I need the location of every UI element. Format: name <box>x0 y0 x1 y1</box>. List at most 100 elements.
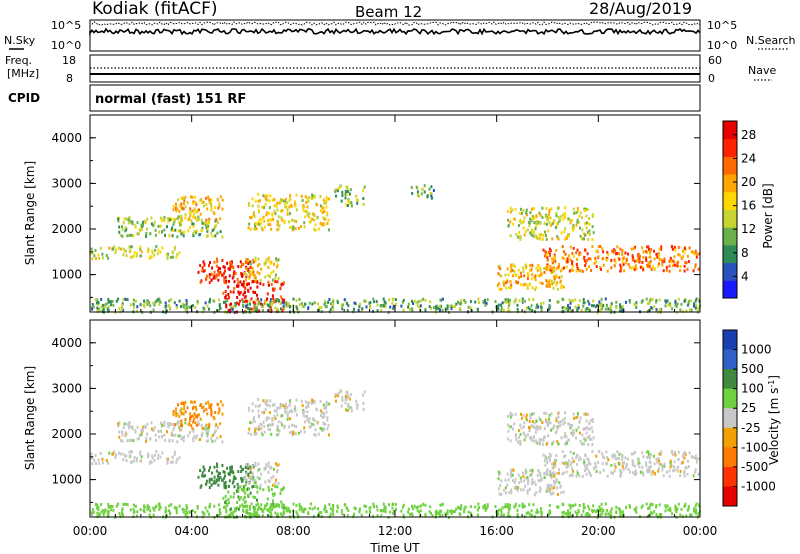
echo-cell <box>226 299 229 303</box>
echo-cell <box>267 309 270 313</box>
echo-cell <box>344 192 347 196</box>
echo-cell <box>179 221 182 225</box>
echo-cell <box>249 475 252 479</box>
echo-cell <box>539 471 542 475</box>
echo-cell <box>619 247 622 251</box>
echo-cell <box>206 207 209 211</box>
echo-cell <box>236 506 239 510</box>
echo-cell <box>254 484 257 488</box>
echo-cell <box>543 267 546 270</box>
echo-cell <box>193 195 196 199</box>
echo-cell <box>210 231 213 235</box>
echo-cell <box>629 300 631 304</box>
echo-cell <box>317 507 319 511</box>
nsky-trace <box>89 27 701 36</box>
echo-cell <box>313 506 316 510</box>
echo-cell <box>533 480 536 484</box>
echo-cell <box>293 424 296 428</box>
echo-cell <box>273 198 276 202</box>
echo-cell <box>276 228 279 232</box>
cpid-row: CPID normal (fast) 151 RF <box>8 84 701 112</box>
echo-cell <box>498 473 500 476</box>
echo-cell <box>469 505 472 509</box>
echo-cell <box>183 199 186 203</box>
echo-cell <box>142 425 145 429</box>
echo-cell <box>314 428 317 432</box>
echo-cell <box>257 414 260 417</box>
echo-cell <box>613 264 616 268</box>
echo-cell <box>423 184 426 188</box>
echo-cell <box>189 510 192 514</box>
echo-cell <box>661 465 664 469</box>
echo-cell <box>688 451 691 455</box>
echo-cell <box>258 309 261 313</box>
echo-cell <box>276 485 279 489</box>
echo-cell <box>623 269 626 273</box>
echo-cell <box>271 287 274 291</box>
echo-cell <box>509 269 512 273</box>
echo-cell <box>251 272 254 276</box>
echo-cell <box>323 415 326 418</box>
echo-cell <box>283 503 286 507</box>
echo-cell <box>504 273 507 277</box>
echo-cell <box>255 298 258 302</box>
echo-cell <box>139 450 142 454</box>
echo-cell <box>311 401 314 405</box>
echo-cell <box>478 301 480 305</box>
echo-cell <box>261 433 264 437</box>
echo-cell <box>514 434 517 438</box>
echo-cell <box>384 510 387 514</box>
echo-cell <box>184 513 187 517</box>
echo-cell <box>223 483 226 487</box>
echo-cell <box>324 506 327 510</box>
echo-cell <box>281 423 284 427</box>
echo-cell <box>520 207 522 211</box>
echo-cell <box>146 507 149 511</box>
echo-cell <box>619 508 621 512</box>
echo-cell <box>645 259 648 262</box>
echo-cell <box>297 226 300 230</box>
echo-cell <box>469 306 472 310</box>
echo-cell <box>171 439 174 443</box>
echo-cell <box>578 269 581 273</box>
echo-cell <box>154 233 157 237</box>
echo-cell <box>327 218 330 222</box>
echo-cell <box>354 507 357 511</box>
echo-cell <box>610 266 613 270</box>
echo-cell <box>132 306 135 309</box>
echo-cell <box>625 300 627 304</box>
echo-cell <box>224 275 227 279</box>
echo-cell <box>217 206 220 210</box>
echo-cell <box>525 416 528 420</box>
echo-cell <box>548 452 551 456</box>
echo-cell <box>174 412 177 415</box>
echo-cell <box>295 425 298 429</box>
echo-cell <box>571 219 574 222</box>
echo-cell <box>240 488 243 491</box>
echo-cell <box>569 306 571 310</box>
echo-cell <box>159 455 162 459</box>
echo-cell <box>694 468 697 472</box>
echo-cell <box>240 271 243 275</box>
echo-cell <box>292 502 295 506</box>
echo-cell <box>222 265 225 269</box>
echo-cell <box>279 200 282 204</box>
echo-cell <box>550 207 553 211</box>
echo-cell <box>630 452 633 456</box>
echo-cell <box>249 432 252 436</box>
echo-cell <box>132 234 135 238</box>
echo-cell <box>477 297 480 301</box>
echo-cell <box>193 212 196 216</box>
echo-cell <box>117 297 120 301</box>
echo-cell <box>441 297 444 301</box>
echo-cell <box>268 301 271 305</box>
echo-cell <box>591 509 593 513</box>
echo-cell <box>560 275 563 279</box>
echo-cell <box>255 513 258 517</box>
echo-cell <box>324 217 327 221</box>
echo-cell <box>175 255 178 259</box>
echo-cell <box>274 306 277 310</box>
echo-cell <box>576 218 579 222</box>
echo-cell <box>668 264 671 268</box>
